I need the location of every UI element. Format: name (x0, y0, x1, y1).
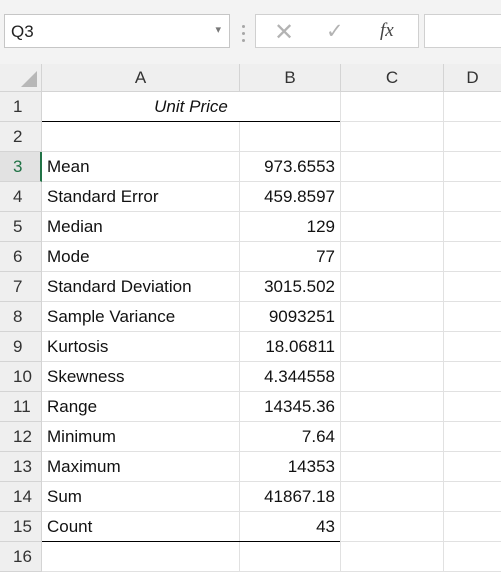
more-options-icon[interactable] (238, 14, 248, 48)
empty-cell[interactable] (341, 392, 444, 422)
row-header[interactable]: 10 (0, 362, 42, 392)
empty-cell[interactable] (444, 482, 501, 512)
stat-label-cell[interactable]: Sum (42, 482, 240, 512)
stat-label-cell[interactable]: Sample Variance (42, 302, 240, 332)
row-header[interactable]: 8 (0, 302, 42, 332)
empty-cell[interactable] (341, 242, 444, 272)
stat-value-cell[interactable]: 973.6553 (240, 152, 341, 182)
formula-bar: Q3 ▾ ✕ ✓ fx (0, 0, 501, 64)
empty-cell[interactable] (444, 512, 501, 542)
row-header[interactable]: 16 (0, 542, 42, 572)
stat-label-cell[interactable] (42, 122, 240, 152)
row-header[interactable]: 4 (0, 182, 42, 212)
stat-value-cell[interactable]: 77 (240, 242, 341, 272)
stat-label-cell[interactable]: Mean (42, 152, 240, 182)
stat-value-cell[interactable] (240, 542, 341, 572)
empty-cell[interactable] (341, 452, 444, 482)
stat-value-cell[interactable]: 4.344558 (240, 362, 341, 392)
row-header[interactable]: 15 (0, 512, 42, 542)
empty-cell[interactable] (341, 542, 444, 572)
table-bottom-border (42, 541, 340, 542)
empty-cell[interactable] (444, 152, 501, 182)
empty-cell[interactable] (444, 542, 501, 572)
title-underline (42, 121, 340, 122)
formula-buttons: ✕ ✓ fx (255, 14, 419, 48)
empty-cell[interactable] (444, 212, 501, 242)
stat-label-cell[interactable]: Minimum (42, 422, 240, 452)
table-title-cell[interactable]: Unit Price (42, 92, 341, 122)
row-header[interactable]: 12 (0, 422, 42, 452)
empty-cell[interactable] (341, 122, 444, 152)
empty-cell[interactable] (341, 332, 444, 362)
cancel-icon[interactable]: ✕ (274, 19, 295, 46)
chevron-down-icon[interactable]: ▾ (215, 24, 221, 36)
stat-value-cell[interactable]: 3015.502 (240, 272, 341, 302)
empty-cell[interactable] (341, 92, 444, 122)
empty-cell[interactable] (341, 482, 444, 512)
stat-value-cell[interactable]: 129 (240, 212, 341, 242)
stat-label-cell[interactable]: Kurtosis (42, 332, 240, 362)
row-header[interactable]: 11 (0, 392, 42, 422)
stat-value-cell[interactable] (240, 122, 341, 152)
row-header[interactable]: 6 (0, 242, 42, 272)
stat-label-cell[interactable]: Median (42, 212, 240, 242)
column-header-d[interactable]: D (444, 64, 501, 92)
empty-cell[interactable] (444, 242, 501, 272)
stat-label-cell[interactable]: Mode (42, 242, 240, 272)
enter-icon[interactable]: ✓ (326, 20, 344, 43)
empty-cell[interactable] (341, 422, 444, 452)
stat-value-cell[interactable]: 43 (240, 512, 341, 542)
empty-cell[interactable] (341, 272, 444, 302)
select-all-button[interactable] (0, 64, 42, 92)
empty-cell[interactable] (444, 422, 501, 452)
stat-value-cell[interactable]: 14353 (240, 452, 341, 482)
empty-cell[interactable] (444, 122, 501, 152)
empty-cell[interactable] (444, 302, 501, 332)
stat-value-cell[interactable]: 41867.18 (240, 482, 341, 512)
stat-value-cell[interactable]: 9093251 (240, 302, 341, 332)
name-box-value: Q3 (11, 22, 34, 41)
row-header[interactable]: 2 (0, 122, 42, 152)
formula-input[interactable] (424, 14, 501, 48)
stat-label-cell[interactable] (42, 542, 240, 572)
stat-value-cell[interactable]: 7.64 (240, 422, 341, 452)
insert-function-icon[interactable]: fx (380, 20, 394, 41)
stat-label-cell[interactable]: Standard Deviation (42, 272, 240, 302)
row-header[interactable]: 5 (0, 212, 42, 242)
column-header-b[interactable]: B (240, 64, 341, 92)
column-header-a[interactable]: A (42, 64, 240, 92)
row-header[interactable]: 1 (0, 92, 42, 122)
stat-label-cell[interactable]: Standard Error (42, 182, 240, 212)
name-box[interactable]: Q3 ▾ (4, 14, 230, 48)
spreadsheet-grid: A B C D 1 Unit Price 2 3 Mean 973.6553 4 Standa… (0, 64, 501, 580)
column-header-c[interactable]: C (341, 64, 444, 92)
row-header[interactable]: 13 (0, 452, 42, 482)
empty-cell[interactable] (444, 452, 501, 482)
empty-cell[interactable] (341, 362, 444, 392)
empty-cell[interactable] (444, 332, 501, 362)
stat-label-cell[interactable]: Range (42, 392, 240, 422)
empty-cell[interactable] (341, 152, 444, 182)
empty-cell[interactable] (444, 92, 501, 122)
empty-cell[interactable] (444, 392, 501, 422)
stat-value-cell[interactable]: 459.8597 (240, 182, 341, 212)
stat-label-cell[interactable]: Skewness (42, 362, 240, 392)
row-header[interactable]: 3 (0, 152, 42, 182)
empty-cell[interactable] (444, 362, 501, 392)
row-header[interactable]: 14 (0, 482, 42, 512)
empty-cell[interactable] (341, 212, 444, 242)
stat-label-cell[interactable]: Count (42, 512, 240, 542)
stat-label-cell[interactable]: Maximum (42, 452, 240, 482)
empty-cell[interactable] (341, 182, 444, 212)
row-header[interactable]: 7 (0, 272, 42, 302)
empty-cell[interactable] (341, 512, 444, 542)
row-header[interactable]: 9 (0, 332, 42, 362)
stat-value-cell[interactable]: 18.06811 (240, 332, 341, 362)
stat-value-cell[interactable]: 14345.36 (240, 392, 341, 422)
empty-cell[interactable] (341, 302, 444, 332)
empty-cell[interactable] (444, 182, 501, 212)
empty-cell[interactable] (444, 272, 501, 302)
